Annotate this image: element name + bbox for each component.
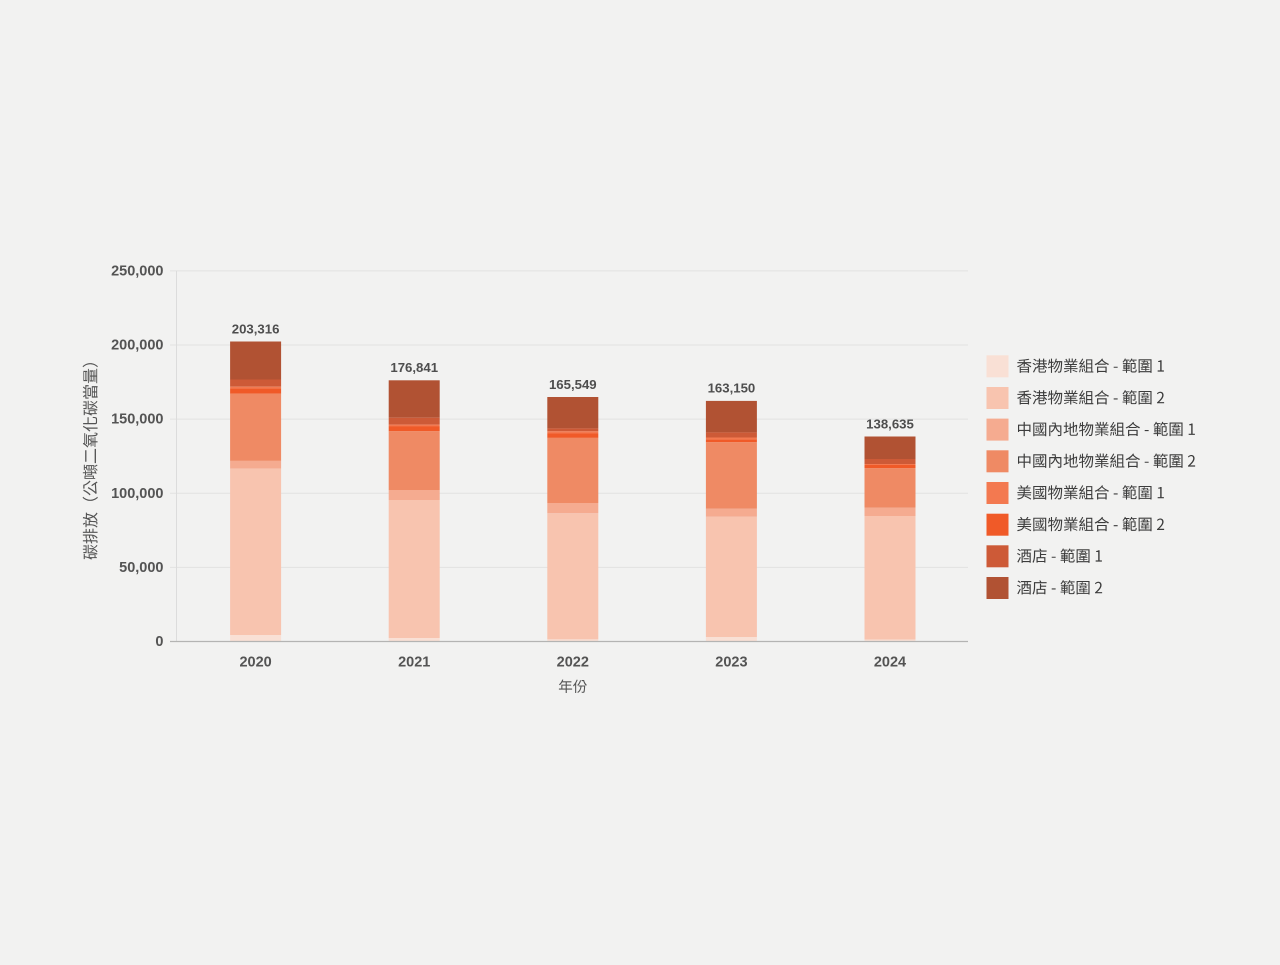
svg-text:2021: 2021 <box>398 655 430 671</box>
svg-text:163,150: 163,150 <box>708 381 756 396</box>
svg-text:2023: 2023 <box>715 655 747 671</box>
svg-text:0: 0 <box>155 634 163 650</box>
svg-text:2024: 2024 <box>874 655 906 671</box>
svg-text:200,000: 200,000 <box>111 338 163 354</box>
svg-text:250,000: 250,000 <box>111 264 163 280</box>
svg-text:203,316: 203,316 <box>232 321 280 336</box>
svg-text:100,000: 100,000 <box>111 486 163 502</box>
svg-text:50,000: 50,000 <box>119 560 163 576</box>
svg-text:2022: 2022 <box>557 655 589 671</box>
svg-text:138,635: 138,635 <box>866 416 914 431</box>
svg-text:165,549: 165,549 <box>549 377 597 392</box>
svg-text:176,841: 176,841 <box>390 360 438 375</box>
svg-text:2020: 2020 <box>239 655 271 671</box>
svg-text:150,000: 150,000 <box>111 412 163 428</box>
